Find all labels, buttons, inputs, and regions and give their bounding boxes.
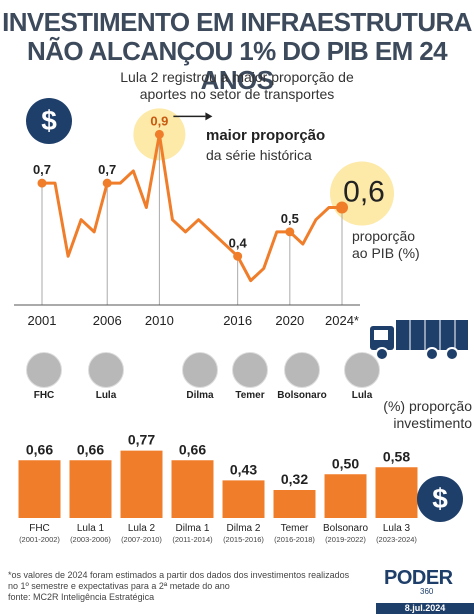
- x-tick-label: 2020: [275, 313, 304, 328]
- president-name: Lula: [351, 390, 373, 401]
- president-temer: Temer: [220, 352, 280, 401]
- dollar-sign-icon: $: [26, 98, 72, 144]
- bar-value-label: 0,58: [383, 448, 410, 464]
- bar: [18, 460, 61, 518]
- note-1: *os valores de 2024 foram estimados a pa…: [8, 570, 350, 580]
- line-chart: 0,7 0,7 0,9 0,4 0,5 0,6 2001 2006 2010 2016 2020 20…: [14, 108, 394, 328]
- bar: [171, 460, 214, 518]
- presidents-row: FHC Lula Dilma Temer Bolsonaro Lula: [14, 352, 394, 401]
- truck-icon: [370, 320, 468, 361]
- annotation-main: maior proporção: [206, 127, 326, 144]
- bar-category-label: Lula 1: [77, 523, 105, 534]
- bar-value-label: 0,32: [281, 471, 308, 487]
- data-point: [285, 227, 295, 237]
- data-label: 0,6: [343, 176, 385, 209]
- data-label: 0,9: [150, 113, 168, 128]
- bar-value-label: 0,77: [128, 432, 155, 448]
- line-label-1: proporção: [352, 228, 416, 244]
- data-point: [336, 201, 348, 214]
- bar: [222, 480, 265, 518]
- data-point: [233, 251, 243, 261]
- bar: [375, 467, 418, 518]
- bar: [69, 460, 112, 518]
- bar-category-label: Dilma 1: [176, 523, 210, 534]
- bar-category-label: Dilma 2: [227, 523, 261, 534]
- x-tick-label: 2006: [93, 313, 122, 328]
- avatar: [284, 352, 320, 388]
- subtitle-line-2: aportes no setor de transportes: [139, 86, 335, 102]
- bar-chart-header: (%) proporção investimento: [372, 398, 472, 432]
- bar-value-label: 0,66: [26, 441, 53, 457]
- bar-value-label: 0,43: [230, 461, 257, 477]
- avatar: [26, 352, 62, 388]
- bar-period-label: (2016-2018): [274, 535, 315, 544]
- bar: [120, 450, 163, 518]
- publication-date: 8.jul.2024: [376, 603, 474, 614]
- x-tick-label: 2001: [28, 313, 57, 328]
- bar-period-label: (2007-2010): [121, 535, 162, 544]
- president-name: Temer: [235, 390, 265, 401]
- x-tick-label: 2016: [223, 313, 252, 328]
- bar-period-label: (2001-2002): [19, 535, 60, 544]
- avatar: [344, 352, 380, 388]
- line-label-2: ao PIB (%): [352, 245, 420, 261]
- line-value-label: proporção ao PIB (%): [352, 228, 420, 262]
- bar-category-label: Lula 3: [383, 523, 411, 534]
- president-fhc: FHC: [14, 352, 74, 401]
- president-dilma: Dilma: [170, 352, 230, 401]
- note-2: no 1º semestre e expectativas para a 2ª …: [8, 581, 230, 591]
- page-title: INVESTIMENTO EM INFRAESTRUTURA NÃO ALCAN…: [0, 8, 474, 95]
- bar: [273, 490, 316, 518]
- bar-header-1: (%) proporção: [383, 398, 472, 414]
- subtitle-line-1: Lula 2 registrou a maior proporção de: [120, 69, 354, 85]
- bar-category-label: Lula 2: [128, 523, 156, 534]
- bar-period-label: (2003-2006): [70, 535, 111, 544]
- avatar: [88, 352, 124, 388]
- bar-value-label: 0,66: [179, 441, 206, 457]
- president-name: Bolsonaro: [277, 390, 327, 401]
- bar-category-label: Bolsonaro: [323, 523, 368, 534]
- bar: [324, 474, 367, 518]
- poder360-logo: PODER: [384, 567, 453, 589]
- president-name: Lula: [95, 390, 117, 401]
- avatar: [182, 352, 218, 388]
- data-label: 0,7: [33, 162, 51, 177]
- bar-period-label: (2015-2016): [223, 535, 264, 544]
- x-tick-label: 2024*: [325, 313, 359, 328]
- bar-chart: 0,66 FHC(2001-2002) 0,66 Lula 1(2003-2006) 0…: [18, 432, 418, 544]
- data-label: 0,7: [98, 162, 116, 177]
- title-line-1: INVESTIMENTO EM INFRAESTRUTURA: [2, 7, 472, 37]
- dollar-sign-icon: $: [417, 476, 463, 522]
- data-point: [102, 178, 112, 188]
- bar-value-label: 0,66: [77, 441, 104, 457]
- president-lula-3: Lula: [332, 352, 392, 401]
- president-name: FHC: [33, 390, 55, 401]
- data-label: 0,5: [281, 211, 299, 226]
- data-point: [154, 129, 164, 139]
- poder360-logo-sub: 360: [420, 587, 434, 596]
- bar-period-label: (2011-2014): [172, 535, 213, 544]
- title-line-2: NÃO ALCANÇOU 1% DO PIB EM 24 ANOS: [27, 36, 448, 95]
- president-lula: Lula: [76, 352, 136, 401]
- subtitle: Lula 2 registrou a maior proporção de ap…: [0, 69, 474, 103]
- arrow-head: [205, 112, 213, 121]
- president-bolsonaro: Bolsonaro: [272, 352, 332, 401]
- x-tick-label: 2010: [145, 313, 174, 328]
- avatar: [232, 352, 268, 388]
- annotation-sub: da série histórica: [206, 147, 312, 163]
- bar-period-label: (2023-2024): [376, 535, 417, 544]
- bar-category-label: Temer: [281, 523, 309, 534]
- data-label: 0,4: [229, 235, 248, 250]
- bar-period-label: (2019-2022): [325, 535, 366, 544]
- footnotes: *os valores de 2024 foram estimados a pa…: [8, 570, 368, 603]
- bar-category-label: FHC: [29, 523, 50, 534]
- bar-value-label: 0,50: [332, 455, 359, 471]
- bar-header-2: investimento: [393, 415, 472, 431]
- data-point: [37, 178, 47, 188]
- note-source: fonte: MC2R Inteligência Estratégica: [8, 592, 155, 602]
- president-name: Dilma: [186, 390, 214, 401]
